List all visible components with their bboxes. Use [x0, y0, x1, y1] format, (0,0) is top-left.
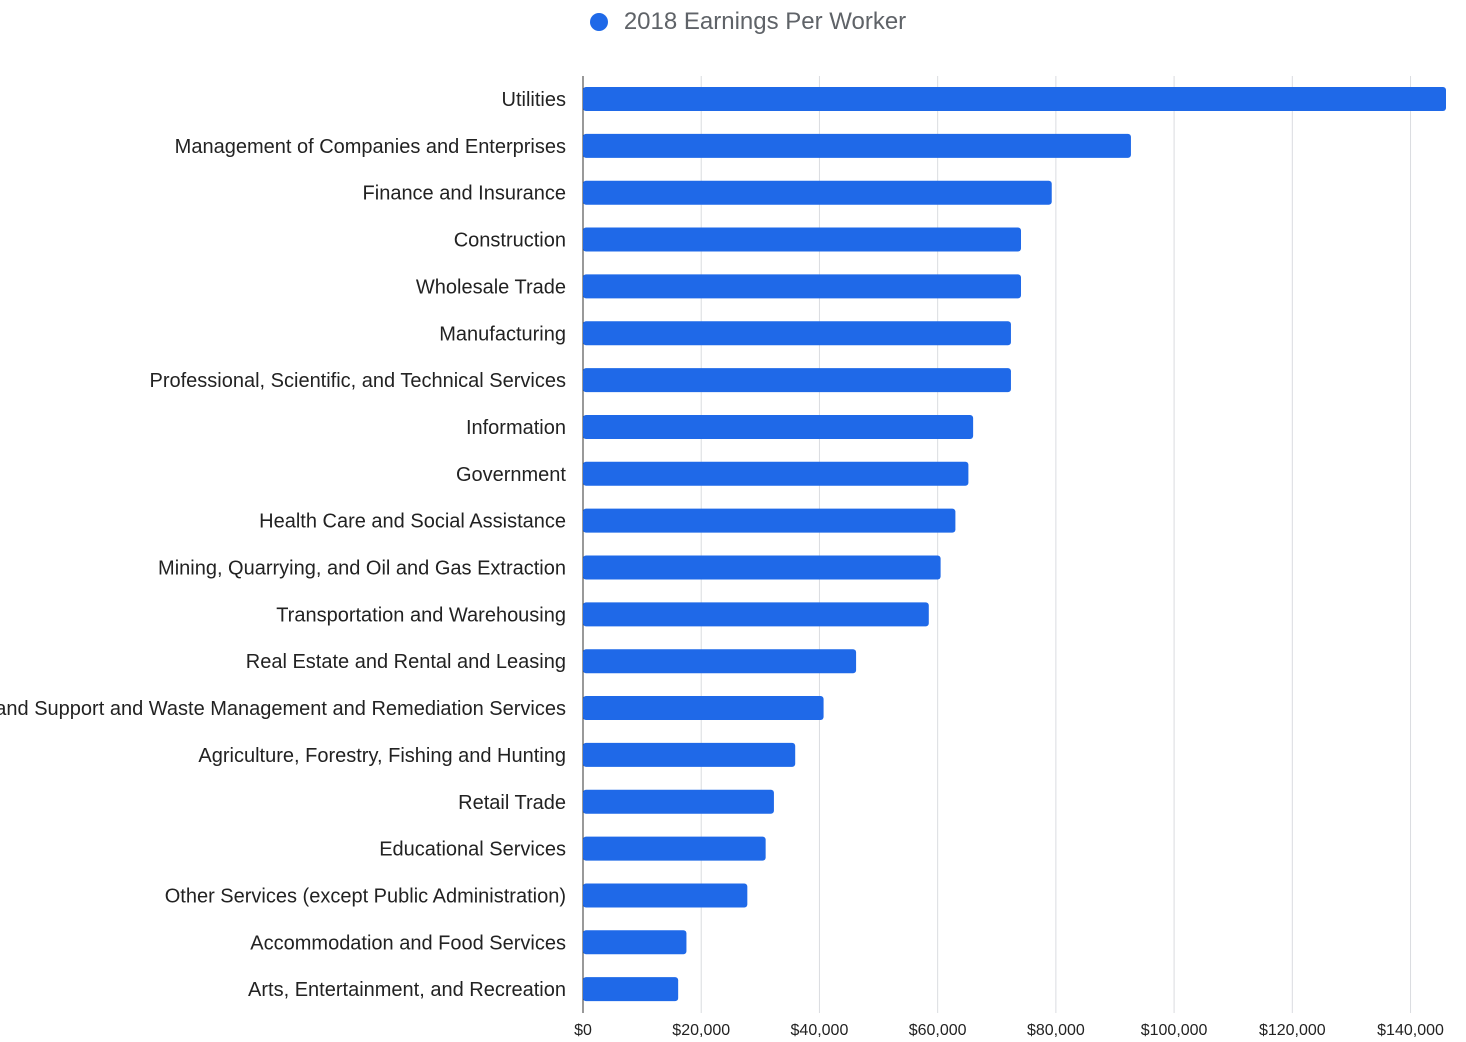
category-label: Real Estate and Rental and Leasing	[246, 651, 566, 673]
category-label: Wholesale Trade	[416, 276, 566, 298]
bar	[583, 696, 824, 721]
bar	[583, 87, 1446, 111]
category-label: Mining, Quarrying, and Oil and Gas Extra…	[158, 558, 566, 580]
bar	[583, 508, 956, 533]
bar	[583, 414, 974, 439]
bar	[583, 274, 1022, 299]
category-label: Finance and Insurance	[363, 183, 566, 205]
bar	[583, 836, 766, 861]
bar	[583, 649, 857, 674]
legend-swatch-icon	[589, 13, 608, 31]
bar	[583, 883, 748, 908]
bar	[583, 602, 929, 627]
legend-item[interactable]: 2018 Earnings Per Worker	[589, 8, 907, 36]
category-label: Construction	[454, 230, 566, 252]
category-label: Information	[466, 417, 566, 439]
category-label: Accommodation and Food Services	[250, 932, 566, 954]
x-tick-label: $20,000	[672, 1022, 730, 1039]
x-tick-label: $140,000	[1377, 1022, 1444, 1039]
bar	[583, 321, 1011, 346]
category-label: Agriculture, Forestry, Fishing and Hunti…	[198, 745, 566, 767]
bar	[583, 555, 941, 580]
category-label: Manufacturing	[439, 323, 566, 345]
category-label: Utilities	[502, 89, 566, 111]
bar	[583, 742, 796, 767]
legend-label: 2018 Earnings Per Worker	[623, 8, 907, 35]
category-label: Health Care and Social Assistance	[259, 511, 566, 533]
x-tick-label: $40,000	[791, 1022, 849, 1039]
bar	[583, 368, 1011, 393]
bar	[583, 461, 969, 486]
bar	[583, 930, 687, 955]
category-label: Management of Companies and Enterprises	[175, 136, 566, 158]
x-tick-label: $60,000	[909, 1022, 967, 1039]
category-label: Professional, Scientific, and Technical …	[149, 370, 566, 392]
bar	[583, 133, 1131, 158]
category-label: Arts, Entertainment, and Recreation	[248, 979, 566, 1001]
bar	[583, 789, 774, 814]
bar	[583, 180, 1052, 205]
category-label: Retail Trade	[458, 792, 566, 814]
x-tick-label: $100,000	[1141, 1022, 1208, 1039]
x-tick-label: $120,000	[1259, 1022, 1326, 1039]
category-label: Educational Services	[379, 839, 566, 861]
category-label: Other Services (except Public Administra…	[165, 885, 566, 907]
category-label: Government	[456, 464, 566, 486]
category-label: Administrative and Support and Waste Man…	[0, 698, 566, 720]
bar	[583, 227, 1022, 252]
legend: 2018 Earnings Per Worker	[0, 6, 1466, 38]
category-label: Transportation and Warehousing	[276, 604, 566, 626]
bar	[583, 977, 679, 1002]
x-tick-label: $0	[574, 1022, 592, 1039]
x-tick-label: $80,000	[1027, 1022, 1085, 1039]
